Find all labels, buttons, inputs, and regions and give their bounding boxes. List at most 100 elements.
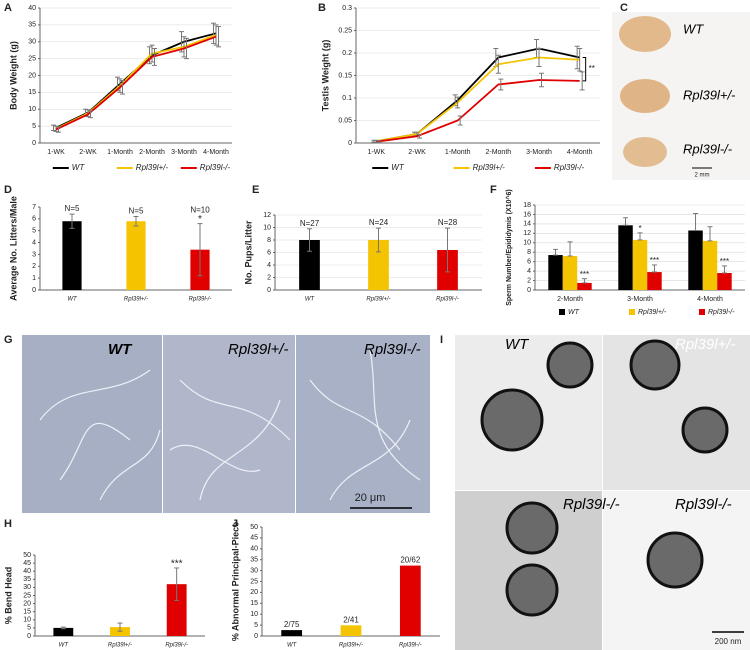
- sperm-tails: [39, 349, 421, 501]
- y-tick-label: 6: [267, 249, 271, 256]
- y-tick-label: 2: [32, 263, 36, 270]
- x-tick-label: Rpl39l+/-: [339, 643, 363, 649]
- series-line: [55, 34, 217, 130]
- y-tick-label: 12: [523, 230, 531, 237]
- panel-letter: J: [232, 518, 238, 530]
- legend-label: Rpl39l+/-: [473, 163, 506, 172]
- x-tick-label: 3-Month: [171, 149, 197, 156]
- scale-label: 2 mm: [695, 173, 710, 179]
- bar: [688, 230, 703, 290]
- image-label: Rpl39l+/-: [683, 87, 736, 102]
- panel-g: G WT Rpl39l+/- Rpl39l-/- 20 μm: [4, 334, 430, 513]
- y-tick-label: 0: [32, 140, 36, 147]
- y-tick-label: 2: [267, 274, 271, 281]
- significance: ***: [580, 270, 589, 279]
- x-tick-label: 1-Month: [107, 149, 133, 156]
- bar: [399, 565, 421, 636]
- panel-letter: G: [4, 334, 13, 346]
- significance: ***: [720, 257, 729, 266]
- testis-photo: [623, 137, 667, 167]
- x-tick-label: WT: [59, 643, 70, 649]
- y-tick-label: 5: [32, 228, 36, 235]
- image-label: Rpl39l+/-: [228, 341, 288, 358]
- bar: [53, 627, 74, 636]
- panel-letter: H: [4, 518, 12, 530]
- x-tick-label: 4-Month: [203, 149, 229, 156]
- bar: [618, 225, 633, 290]
- y-tick-label: 0: [32, 287, 36, 294]
- y-tick-label: 40: [250, 546, 258, 553]
- legend-swatch: [629, 309, 635, 315]
- x-tick-label: WT: [305, 297, 316, 303]
- y-tick-label: 0.25: [338, 27, 352, 34]
- bracket: [582, 57, 587, 82]
- y-tick-label: 0.1: [342, 95, 352, 102]
- y-tick-label: 4: [32, 239, 36, 246]
- micrograph: [22, 335, 162, 513]
- bar: [702, 240, 718, 290]
- y-tick-label: 35: [23, 576, 31, 583]
- panel-letter: B: [318, 2, 326, 14]
- chart-panel: D 0 1 2 3 4 5 6 7 Average No. Litters/Male WT Rpl39…: [4, 184, 232, 303]
- y-axis-label: No. Pups/Litter: [243, 220, 253, 284]
- legend-label: Rpl39l+/-: [638, 309, 667, 316]
- y-tick-label: 12: [263, 212, 271, 219]
- y-axis-label: Body Weight (g): [8, 41, 18, 110]
- bar: [166, 584, 187, 636]
- y-tick-label: 0.3: [342, 5, 352, 12]
- y-tick-label: 10: [23, 617, 31, 624]
- y-tick-label: 35: [28, 22, 36, 29]
- significance: ***: [650, 256, 659, 265]
- scale-label: 20 μm: [355, 492, 386, 504]
- chart-panel: F 0 2 4 6 8 10 12 14 16 18 Sperm Number/Epididymis …: [490, 184, 745, 316]
- bar-label: N=10: [190, 206, 210, 215]
- x-tick-label: 2-Month: [557, 296, 583, 303]
- y-tick-label: 25: [250, 578, 258, 585]
- y-tick-label: 5: [32, 123, 36, 130]
- x-tick-label: Rpl39l+/-: [108, 643, 132, 649]
- y-tick-label: 16: [523, 211, 531, 218]
- y-axis-label: Average No. Litters/Male: [8, 196, 18, 301]
- image-label: WT: [505, 336, 530, 353]
- y-tick-label: 4: [527, 268, 531, 275]
- bar: [717, 273, 732, 290]
- significance: *: [638, 224, 641, 233]
- legend-label: Rpl39l+/-: [136, 163, 169, 172]
- y-tick-label: 10: [28, 106, 36, 113]
- bar: [340, 625, 362, 636]
- y-tick-label: 8: [267, 237, 271, 244]
- significance: ***: [171, 559, 183, 570]
- bar: [299, 240, 320, 290]
- legend-label: WT: [391, 163, 405, 172]
- y-tick-label: 5: [27, 625, 31, 632]
- legend-label: Rpl39l-/-: [200, 163, 231, 172]
- panel-letter: I: [440, 334, 443, 346]
- x-tick-label: Rpl39l-/-: [165, 643, 188, 649]
- x-tick-label: 2-Month: [139, 149, 165, 156]
- x-tick-label: 2-WK: [408, 149, 426, 156]
- y-tick-label: 7: [32, 204, 36, 211]
- y-tick-label: 0: [527, 287, 531, 294]
- panel-letter: C: [620, 2, 628, 14]
- y-tick-label: 30: [250, 567, 258, 574]
- image-label: Rpl39l-/-: [675, 496, 732, 513]
- y-axis-label: Sperm Number/Epididymis (X10^6): [505, 189, 513, 306]
- bar: [647, 272, 662, 290]
- bar: [548, 255, 563, 290]
- y-tick-label: 25: [28, 55, 36, 62]
- annotation: **: [589, 64, 595, 73]
- y-tick-label: 30: [23, 584, 31, 591]
- legend-swatch: [559, 309, 565, 315]
- testis-photo: [620, 79, 670, 113]
- legend-label: Rpl39l-/-: [708, 309, 735, 316]
- panel-c: C WT Rpl39l+/- Rpl39l-/- 2 mm: [612, 2, 750, 180]
- image-label: Rpl39l-/-: [364, 341, 421, 358]
- y-tick-label: 0: [254, 633, 258, 640]
- y-tick-label: 0: [348, 140, 352, 147]
- bar-label: N=24: [369, 218, 389, 227]
- bar: [368, 240, 389, 290]
- bar-label: N=28: [438, 218, 458, 227]
- x-tick-label: Rpl39l+/-: [366, 297, 390, 303]
